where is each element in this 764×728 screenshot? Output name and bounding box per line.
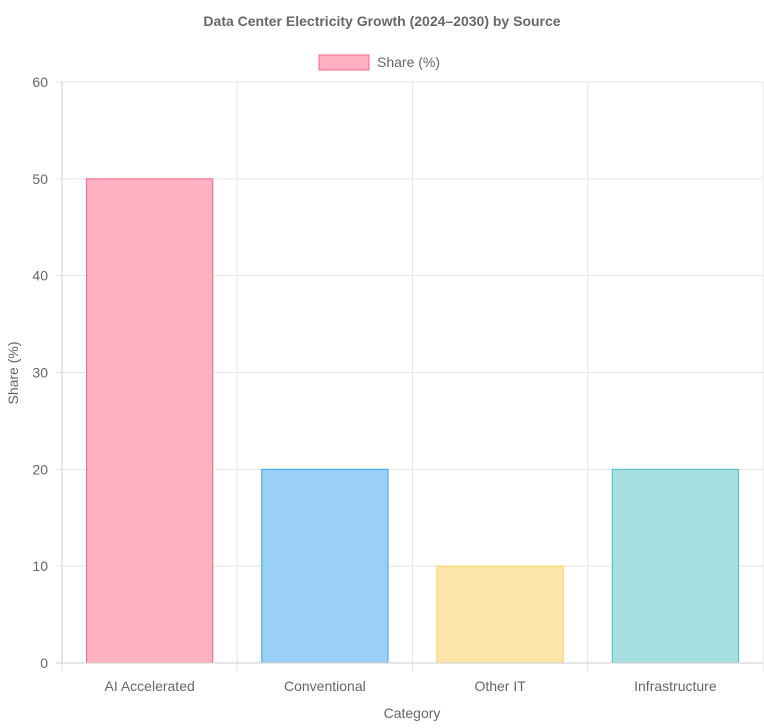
bars <box>86 178 739 664</box>
y-axis-title: Share (%) <box>5 341 21 404</box>
y-tick-label: 10 <box>32 558 48 574</box>
legend-swatch[interactable] <box>318 54 370 71</box>
bar[interactable] <box>86 178 214 664</box>
y-tick-label: 30 <box>32 365 48 381</box>
y-tick-label: 0 <box>40 655 48 671</box>
bar[interactable] <box>261 468 389 664</box>
x-tick-label: Other IT <box>474 678 526 694</box>
x-axis-title: Category <box>384 705 441 721</box>
legend[interactable]: Share (%) <box>318 54 440 71</box>
tick-labels: 0 10 20 30 40 50 60 AI Accelerated Conventional O… <box>32 74 716 694</box>
y-tick-label: 40 <box>32 268 48 284</box>
y-tick-label: 60 <box>32 74 48 90</box>
y-tick-label: 20 <box>32 461 48 477</box>
bar[interactable] <box>611 468 739 664</box>
x-tick-label: AI Accelerated <box>104 678 194 694</box>
x-tick-label: Conventional <box>284 678 366 694</box>
axes <box>56 82 763 664</box>
x-tick-label: Infrastructure <box>634 678 717 694</box>
chart-title: Data Center Electricity Growth (2024–203… <box>203 13 560 29</box>
y-tick-label: 50 <box>32 171 48 187</box>
bar[interactable] <box>436 565 564 664</box>
legend-label[interactable]: Share (%) <box>377 54 440 70</box>
